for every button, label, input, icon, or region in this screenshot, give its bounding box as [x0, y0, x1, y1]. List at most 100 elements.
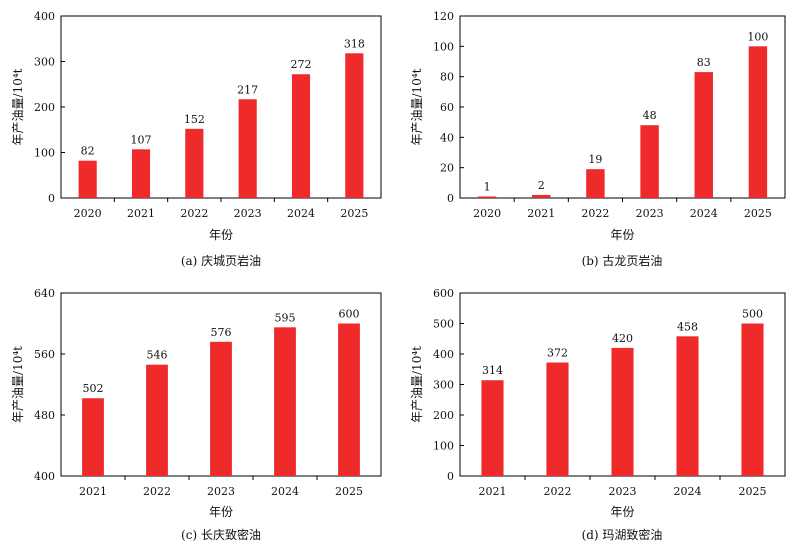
bar [586, 169, 605, 198]
x-tick-label: 2021 [127, 207, 155, 220]
bar [640, 125, 659, 198]
x-tick-label: 2023 [609, 485, 637, 498]
y-tick-label: 400 [433, 348, 454, 361]
bar [694, 72, 713, 198]
y-tick-label: 100 [433, 40, 454, 53]
bar [676, 336, 699, 476]
chart-caption: (b) 古龙页岩油 [582, 253, 663, 268]
x-tick-label: 2025 [739, 485, 767, 498]
x-tick-label: 2023 [207, 485, 235, 498]
y-tick-label: 60 [440, 101, 454, 114]
data-label: 1 [484, 180, 491, 193]
y-tick-label: 300 [34, 56, 55, 69]
x-tick-label: 2022 [180, 207, 208, 220]
x-tick-label: 2024 [690, 207, 718, 220]
chart-panel-b: 0 20 40 60 80 100 120 1 2020 2 2021 19 2022 48 2023 83 2… [410, 10, 786, 268]
y-tick-label: 20 [440, 162, 454, 175]
y-tick-label: 0 [447, 192, 454, 205]
bar [338, 323, 360, 476]
y-tick-label: 400 [34, 470, 55, 483]
y-tick-label: 80 [440, 71, 454, 84]
bar [611, 347, 634, 476]
x-tick-label: 2025 [335, 485, 363, 498]
x-tick-label: 2025 [744, 207, 772, 220]
y-tick-label: 0 [48, 192, 55, 205]
data-label: 107 [131, 133, 152, 146]
data-label: 152 [184, 113, 205, 126]
x-tick-label: 2025 [340, 207, 368, 220]
y-tick-label: 500 [433, 318, 454, 331]
chart-panel-c: 400 480 560 640 502 2021 546 2022 576 2023 595 2024… [11, 287, 382, 542]
chart-caption: (d) 玛湖致密油 [582, 527, 663, 542]
x-tick-label: 2024 [287, 207, 315, 220]
data-label: 546 [147, 349, 168, 362]
x-tick-label: 2024 [271, 485, 299, 498]
bar [291, 74, 311, 198]
data-label: 600 [339, 308, 360, 321]
data-label: 83 [697, 56, 711, 69]
data-label: 217 [237, 83, 258, 96]
x-tick-label: 2020 [74, 207, 102, 220]
y-tick-label: 100 [34, 147, 55, 160]
data-label: 458 [677, 320, 698, 333]
data-label: 48 [643, 109, 657, 122]
bar [238, 99, 257, 198]
y-tick-label: 100 [433, 440, 454, 453]
data-label: 318 [344, 37, 365, 50]
chart-panel-a: 0 100 200 300 400 82 2020 107 2021 152 2022 217 2023… [11, 10, 382, 268]
bar [185, 128, 204, 198]
x-tick-label: 2023 [636, 207, 664, 220]
x-tick-label: 2022 [544, 485, 572, 498]
x-tick-label: 2021 [479, 485, 507, 498]
y-tick-label: 480 [34, 409, 55, 422]
chart-caption: (c) 长庆致密油 [181, 527, 261, 542]
bar [748, 46, 768, 199]
y-tick-label: 600 [433, 287, 454, 300]
data-label: 372 [547, 347, 568, 360]
data-label: 502 [83, 382, 104, 395]
y-tick-label: 0 [447, 470, 454, 483]
bar [210, 341, 232, 476]
y-axis-label: 年产油量/10⁴t [410, 68, 424, 145]
x-axis-label: 年份 [610, 228, 634, 242]
x-axis-label: 年份 [209, 228, 233, 242]
data-label: 2 [538, 179, 545, 192]
y-axis-label: 年产油量/10⁴t [410, 346, 424, 423]
y-tick-label: 120 [433, 10, 454, 23]
data-label: 420 [612, 332, 633, 345]
chart-caption: (a) 庆城页岩油 [181, 253, 261, 268]
y-tick-label: 640 [34, 287, 55, 300]
x-tick-label: 2023 [234, 207, 262, 220]
bar [131, 149, 151, 198]
bar [82, 398, 104, 476]
data-label: 100 [747, 30, 768, 43]
y-tick-label: 560 [34, 348, 55, 361]
x-axis-label: 年份 [209, 505, 233, 519]
y-tick-label: 40 [440, 131, 454, 144]
x-axis-label: 年份 [610, 505, 634, 519]
bar [741, 323, 764, 476]
x-tick-label: 2022 [143, 485, 171, 498]
data-label: 314 [482, 364, 503, 377]
data-label: 19 [588, 153, 602, 166]
bar [532, 194, 551, 198]
x-tick-label: 2022 [581, 207, 609, 220]
bar [146, 364, 168, 476]
plot-frame [459, 15, 786, 199]
x-tick-label: 2021 [79, 485, 107, 498]
chart-panel-d: 0 100 200 300 400 500 600 314 2021 372 2022 420 2023… [410, 287, 786, 542]
y-tick-label: 200 [34, 101, 55, 114]
y-axis-label: 年产油量/10⁴t [11, 68, 25, 145]
bar [481, 380, 504, 476]
y-tick-label: 200 [433, 409, 454, 422]
data-label: 82 [81, 145, 95, 158]
data-label: 272 [291, 58, 312, 71]
bar [78, 160, 97, 198]
bar [546, 362, 569, 476]
y-tick-label: 300 [433, 379, 454, 392]
data-label: 576 [211, 326, 232, 339]
x-tick-label: 2021 [527, 207, 555, 220]
y-axis-label: 年产油量/10⁴t [11, 346, 25, 423]
y-tick-label: 400 [34, 10, 55, 23]
plot-frame [60, 15, 382, 199]
